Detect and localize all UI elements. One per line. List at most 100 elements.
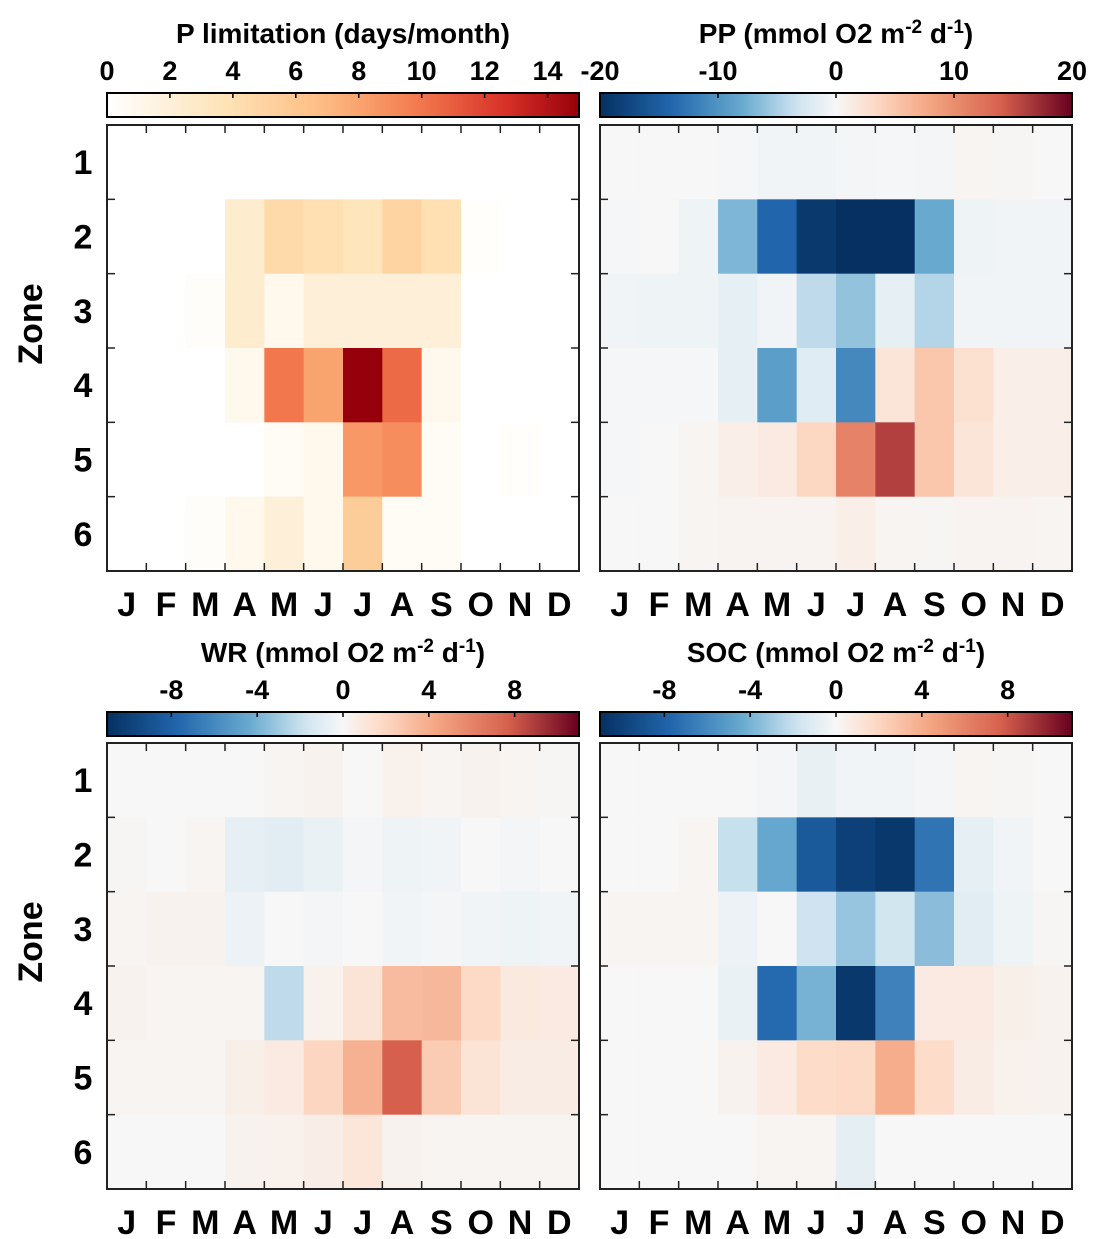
month-label: S	[430, 1204, 453, 1239]
heatmap-cell	[836, 199, 876, 275]
heatmap-cell	[600, 348, 640, 423]
colorbar-tick-label: -4	[738, 675, 762, 705]
heatmap-cell	[1032, 817, 1073, 893]
panel-title: PP (mmol O2 m-2 d-1)	[699, 17, 973, 50]
colorbar-tick-label: 14	[533, 56, 563, 86]
heatmap-cell	[1032, 1040, 1073, 1116]
heatmap-cell	[836, 1114, 876, 1190]
heatmap-cell	[993, 273, 1034, 349]
heatmap-cell	[875, 273, 916, 349]
heatmap-cell	[639, 743, 680, 818]
heatmap-cell	[836, 1040, 876, 1116]
zone-label: 4	[74, 367, 93, 405]
heatmap-cell	[303, 422, 344, 498]
heatmap-cell	[914, 273, 955, 349]
heatmap-cell	[185, 348, 226, 423]
heatmap-cell	[875, 125, 916, 200]
heatmap-cell	[185, 1040, 226, 1116]
heatmap-cell	[678, 1040, 719, 1116]
month-label: N	[1001, 586, 1026, 624]
month-label: M	[191, 1204, 219, 1239]
heatmap-cell	[107, 199, 147, 275]
heatmap-cell	[146, 817, 187, 893]
month-label: J	[314, 586, 333, 624]
month-label: J	[117, 1204, 136, 1239]
panel-2: PP (mmol O2 m-2 d-1)-20 -10 0 10 20J F M A M J J A S…	[580, 17, 1087, 625]
heatmap-cell	[421, 1040, 462, 1116]
heatmap-cell	[146, 496, 187, 572]
panel-title: SOC (mmol O2 m-2 d-1)	[687, 636, 985, 669]
heatmap-cell	[225, 422, 265, 498]
heatmap-cell	[185, 817, 226, 893]
title-exp-1: -2	[905, 17, 922, 38]
heatmap-cell	[836, 273, 876, 349]
heatmap-cell	[303, 1114, 344, 1190]
heatmap-cell	[185, 273, 226, 349]
heatmap-cell	[421, 743, 462, 818]
heatmap-cell	[500, 422, 541, 498]
heatmap-cell	[185, 891, 226, 967]
heatmap-cell	[461, 1040, 501, 1116]
colorbar	[106, 711, 580, 737]
heatmap-cell	[461, 273, 501, 349]
heatmap-cell	[264, 422, 305, 498]
heatmap-cell	[718, 817, 758, 893]
heatmap-cell	[303, 199, 344, 275]
month-label: A	[725, 586, 750, 624]
heatmap-cell	[875, 891, 916, 967]
colorbar-tick-label: 4	[421, 675, 436, 705]
month-label: M	[684, 1204, 712, 1239]
heatmap-cell	[796, 1040, 837, 1116]
heatmap-cell	[600, 1114, 640, 1190]
heatmap-cell	[954, 743, 994, 818]
heatmap-cell	[146, 1114, 187, 1190]
heatmap-cell	[264, 1040, 305, 1116]
heatmap-cell	[875, 1040, 916, 1116]
heatmap-cell	[539, 1040, 580, 1116]
heatmap-cell	[639, 1040, 680, 1116]
heatmap-cell	[914, 743, 955, 818]
month-label: J	[807, 586, 826, 624]
heatmap-cell	[500, 199, 541, 275]
heatmap-cell	[914, 1040, 955, 1116]
heatmap-cell	[914, 348, 955, 423]
month-label: D	[547, 1204, 572, 1239]
heatmap-cell	[500, 1040, 541, 1116]
heatmap-cell	[343, 743, 383, 818]
heatmap-cell	[600, 1040, 640, 1116]
heatmap-cell	[836, 966, 876, 1041]
heatmap-cell	[993, 496, 1034, 572]
zone-label: 3	[74, 911, 93, 949]
heatmap-cell	[757, 125, 798, 200]
heatmap-cell	[678, 817, 719, 893]
heatmap-cell	[639, 348, 680, 423]
heatmap-cell	[539, 273, 580, 349]
heatmap-cell	[146, 199, 187, 275]
heatmap-cell	[421, 891, 462, 967]
heatmap-cell	[382, 422, 423, 498]
heatmap-cell	[875, 348, 916, 423]
panel-title: P limitation (days/month)	[176, 18, 510, 49]
heatmap-cell	[146, 966, 187, 1041]
title-end: )	[976, 637, 985, 668]
month-label: M	[763, 1204, 791, 1239]
heatmap-cell	[303, 496, 344, 572]
zone-label: 4	[74, 985, 93, 1023]
heatmap-cell	[185, 199, 226, 275]
month-label: A	[883, 1204, 908, 1239]
heatmap-cell	[107, 817, 147, 893]
heatmap-cell	[718, 348, 758, 423]
month-label: F	[156, 1204, 177, 1239]
heatmap-cell	[539, 125, 580, 200]
heatmap-cell	[875, 199, 916, 275]
heatmap-cell	[225, 966, 265, 1041]
heatmap-cell	[796, 199, 837, 275]
heatmap-cell	[225, 348, 265, 423]
heatmap-cell	[796, 422, 837, 498]
month-label: O	[960, 586, 986, 624]
panel-3: WR (mmol O2 m-2 d-1)-8 -4 0 4 8J F M A M J J A S O N D1…	[12, 636, 580, 1239]
heatmap-cell	[600, 496, 640, 572]
month-label: A	[232, 586, 257, 624]
heatmap-cell	[107, 273, 147, 349]
